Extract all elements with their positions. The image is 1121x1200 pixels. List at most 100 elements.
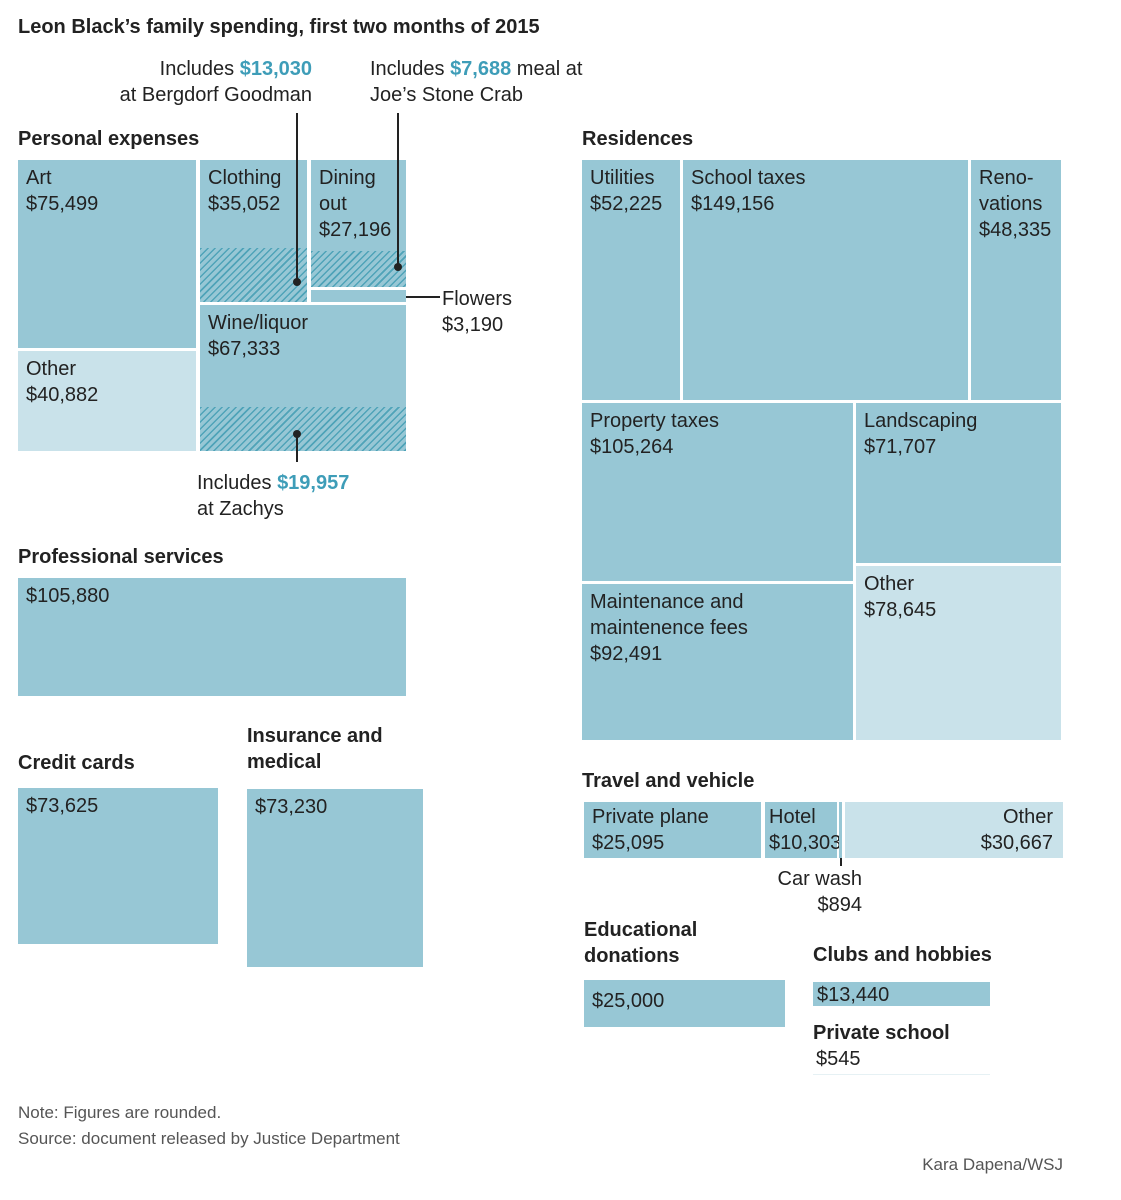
cell-clothing: Clothing $35,052 [200, 160, 307, 302]
cell-renovations: Reno-vations $48,335 [971, 160, 1061, 400]
private-school-value: $545 [816, 1048, 861, 1070]
cell-text: Car wash [777, 868, 862, 890]
cell-text: Reno- [979, 167, 1034, 189]
cell-text: Flowers [442, 288, 513, 310]
leader-line [296, 113, 298, 283]
group-heading-personal: Personal expenses [18, 128, 200, 150]
cell-text: $25,095 [592, 832, 665, 854]
cell-value: $40,882 [26, 384, 99, 406]
cell-value: $73,625 [26, 795, 99, 817]
chart-title: Leon Black’s family spending, first two … [18, 16, 540, 38]
cell-text: Property taxes [590, 410, 719, 432]
cell-hotel: Hotel $10,303 [765, 802, 841, 858]
cell-text: vations [979, 193, 1043, 215]
cell-personal-other: Other $40,882 [18, 351, 196, 451]
group-heading-professional: Professional services [18, 546, 224, 568]
cell-utilities: Utilities $52,225 [582, 160, 680, 400]
cell-residences-other: Other $78,645 [856, 566, 1061, 740]
cell-text: $78,645 [864, 599, 937, 621]
leader-line [406, 296, 440, 298]
cell-text: Landscaping [864, 410, 978, 432]
cell-text: Other [1002, 806, 1053, 828]
cell-car-wash [839, 802, 842, 858]
cell-text: $71,707 [864, 436, 937, 458]
cell-text: meal at [516, 58, 583, 80]
cell-text: $105,264 [590, 436, 674, 458]
cell-clubs-hobbies: $13,440 [813, 982, 990, 1006]
hatch-includes [200, 407, 406, 451]
group-heading-clubs: Clubs and hobbies [813, 944, 992, 966]
credit: Kara Dapena/WSJ [922, 1155, 1063, 1174]
cell-text: $7,688 [450, 58, 512, 80]
cell-text: $13,030 [239, 58, 312, 80]
cell-text: $13,440 [817, 984, 890, 1006]
cell-text: Hotel [769, 806, 816, 828]
cell-text: Includes [159, 58, 235, 80]
group-heading-private-school: Private school [813, 1022, 950, 1044]
cell-value: $73,230 [255, 796, 328, 818]
cell-value: $67,333 [208, 338, 281, 360]
cell-value: $105,880 [26, 585, 110, 607]
cell-value: $75,499 [26, 193, 99, 215]
group-heading-educational: Educational donations [584, 917, 697, 969]
group-heading-insurance: Insurance and medical [247, 723, 383, 775]
cell-flowers [311, 290, 406, 302]
cell-property-taxes: Property taxes $105,264 [582, 403, 853, 581]
cell-value: $27,196 [319, 219, 392, 241]
cell-credit-cards: $73,625 [18, 788, 218, 944]
cell-text: $25,000 [592, 990, 665, 1012]
cell-text: $52,225 [590, 193, 663, 215]
cell-text: Maintenance and [590, 591, 744, 613]
cell-text: Includes [197, 472, 272, 494]
leader-line [296, 434, 298, 462]
leader-dot [394, 263, 402, 271]
cell-text: $894 [817, 894, 863, 916]
cell-landscaping: Landscaping $71,707 [856, 403, 1061, 563]
group-heading-residences: Residences [582, 128, 694, 150]
leader-line [840, 858, 842, 866]
cell-text: Includes [370, 58, 445, 80]
cell-text: at Bergdorf Goodman [119, 84, 312, 106]
cell-text: maintenence fees [590, 617, 748, 639]
cell-text: $19,957 [277, 472, 350, 494]
cell-text: $149,156 [691, 193, 775, 215]
cell-text: $48,335 [979, 219, 1052, 241]
hatch-includes [200, 248, 307, 302]
cell-label: Clothing [208, 167, 282, 189]
source: Source: document released by Justice Dep… [18, 1129, 400, 1148]
cell-text: Utilities [590, 167, 655, 189]
annotation-flowers: Flowers $3,190 [442, 286, 512, 338]
cell-text: Educational [584, 919, 698, 941]
cell-label: Other [26, 358, 77, 380]
cell-private-plane: Private plane $25,095 [584, 802, 761, 858]
cell-school-taxes: School taxes $149,156 [683, 160, 968, 400]
annotation-line: Includes $13,030 [120, 56, 312, 82]
cell-label: Dining [319, 167, 376, 189]
cell-text: School taxes [691, 167, 806, 189]
group-heading-credit-cards: Credit cards [18, 752, 135, 774]
cell-value: $35,052 [208, 193, 281, 215]
cell-maintenance: Maintenance and maintenence fees $92,491 [582, 584, 853, 740]
group-heading-travel: Travel and vehicle [582, 770, 755, 792]
cell-insurance-medical: $73,230 [247, 789, 423, 967]
cell-private-school [813, 1074, 990, 1075]
cell-text: at Zachys [197, 498, 284, 520]
cell-text: Other [864, 573, 915, 595]
annotation-zachys: Includes $19,957 at Zachys [197, 470, 349, 522]
cell-travel-other: Other $30,667 [845, 802, 1063, 858]
cell-label: Wine/liquor [208, 312, 309, 334]
cell-text: $30,667 [980, 832, 1053, 854]
cell-professional-services: $105,880 [18, 578, 406, 696]
cell-wine-liquor: Wine/liquor $67,333 [200, 305, 406, 451]
note: Note: Figures are rounded. [18, 1103, 222, 1122]
cell-text: donations [584, 945, 680, 967]
leader-line [397, 113, 399, 267]
annotation-line: Includes $19,957 [197, 470, 349, 496]
cell-label: out [319, 193, 347, 215]
annotation-car-wash: Car wash $894 [772, 866, 862, 918]
cell-dining-out: Dining out $27,196 [311, 160, 406, 287]
annotation-joes: Includes $7,688 meal at Joe’s Stone Crab [370, 56, 582, 108]
cell-text: $92,491 [590, 643, 663, 665]
annotation-line: Includes $7,688 meal at [370, 56, 582, 82]
